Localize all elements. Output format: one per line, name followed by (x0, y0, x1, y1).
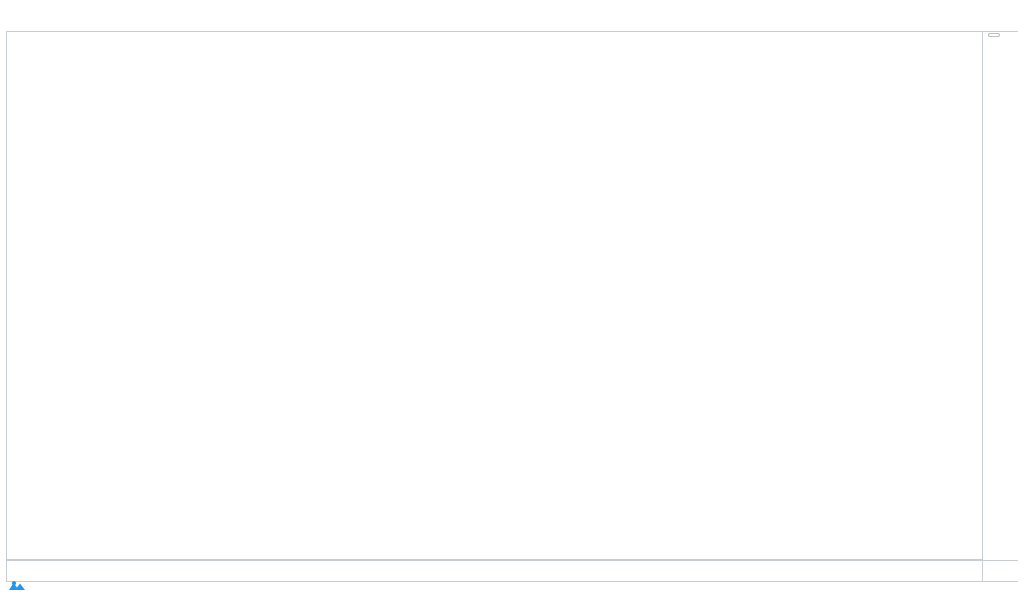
price-axis[interactable] (982, 31, 1018, 560)
time-axis-corner (982, 560, 1018, 582)
time-axis[interactable] (6, 560, 1018, 582)
tradingview-logo-icon (9, 581, 25, 590)
tradingview-brand (8, 580, 30, 593)
chart-plot-area[interactable] (6, 31, 1018, 560)
chart-header (6, 3, 906, 4)
currency-badge[interactable] (988, 33, 1000, 37)
